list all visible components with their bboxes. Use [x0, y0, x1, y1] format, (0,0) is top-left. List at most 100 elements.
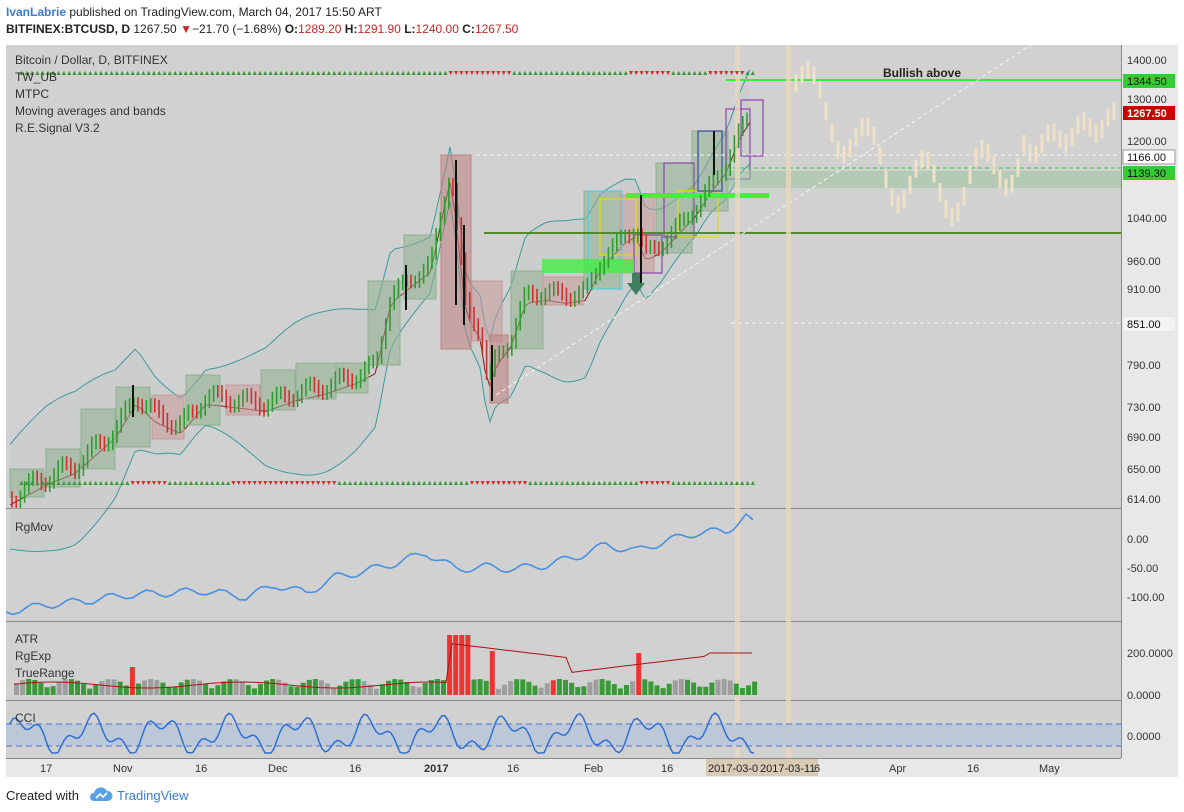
rgmov-title: RgMov [15, 520, 53, 534]
signal-marker: ▼ [294, 480, 301, 487]
signal-marker: ▲ [426, 480, 433, 487]
rgmov-pane[interactable] [6, 510, 1121, 620]
signal-marker: ▼ [151, 480, 158, 487]
chart-area[interactable]: ▲ ▲ ▲ ▲ ▲ ▲ ▲ ▲ ▲ ▲ ▲ ▲ ▲ ▲ ▲ ▲ ▲ ▲ ▲ ▲ ▲ ▲ ▲ ▲ ▲ ▲ ▲ ▲ ▲ ▲ ▲ ▲ ▲ ▲ ▲ ▲ ▲ ▲ ▲ ▲… [5, 44, 1178, 777]
signal-marker: ▲ [108, 70, 115, 77]
signal-marker: ▼ [288, 480, 295, 487]
signal-marker: ▲ [251, 70, 258, 77]
signal-marker: ▲ [272, 70, 279, 77]
signal-marker: ▲ [119, 480, 126, 487]
atr-bar [227, 679, 233, 695]
signal-marker: ▲ [580, 480, 587, 487]
tradingview-link[interactable]: TradingView [117, 788, 189, 803]
atr-bar [221, 681, 227, 695]
signal-marker: ▲ [39, 70, 46, 77]
time-label: Nov [113, 763, 133, 775]
atr-bar [239, 681, 245, 695]
signal-marker: ▼ [665, 480, 672, 487]
signal-marker: ▲ [145, 70, 152, 77]
chart-svg[interactable]: ▲▲▲▲▲▲▲▲▲▲▲▲▲▲▲▲▲▲▲▲▲▲▲▲▲▲▲▲▲▲▲▲▲▲▲▲▲▲▲▲… [5, 44, 1178, 777]
signal-marker: ▲ [400, 70, 407, 77]
signal-marker: ▲ [363, 480, 370, 487]
signal-marker: ▲ [267, 70, 274, 77]
signal-marker: ▲ [447, 480, 454, 487]
author-link[interactable]: IvanLabrie [6, 5, 67, 19]
date-tag-tail: 6 [814, 763, 820, 775]
signal-marker: ▲ [363, 70, 370, 77]
signal-marker: ▲ [559, 70, 566, 77]
signal-marker: ▼ [628, 70, 635, 77]
atr-bar [136, 683, 141, 695]
signal-marker: ▲ [400, 480, 407, 487]
rgmov-line [5, 513, 754, 616]
signal-marker: ▲ [718, 480, 725, 487]
atr-bar [203, 683, 209, 695]
signal-marker: ▼ [262, 480, 269, 487]
up-arrow-icon [627, 273, 645, 295]
signal-marker: ▲ [622, 480, 629, 487]
signal-marker: ▼ [320, 480, 327, 487]
signal-marker: ▲ [723, 480, 730, 487]
atr-bar [495, 688, 501, 695]
signal-marker: ▼ [506, 480, 513, 487]
atr-bar [245, 685, 251, 695]
signal-marker: ▲ [214, 70, 221, 77]
signal-marker: ▲ [113, 70, 120, 77]
signal-marker: ▼ [135, 480, 142, 487]
signal-marker: ▲ [416, 480, 423, 487]
signal-marker: ▲ [564, 480, 571, 487]
atr-bar [404, 682, 410, 695]
atr-bar [617, 688, 623, 695]
signal-marker: ▲ [384, 480, 391, 487]
signal-marker: ▲ [60, 480, 67, 487]
signal-marker: ▲ [585, 70, 592, 77]
atr-bar [123, 685, 129, 695]
signal-marker: ▲ [352, 70, 359, 77]
signal-marker: ▲ [92, 70, 99, 77]
signal-marker: ▲ [18, 480, 25, 487]
signal-marker: ▲ [421, 70, 428, 77]
signal-marker: ▲ [686, 70, 693, 77]
symbol-label: BITFINEX:BTCUSD, D [6, 22, 130, 36]
signal-marker: ▼ [458, 70, 465, 77]
signal-marker: ▲ [670, 70, 677, 77]
signal-marker: ▲ [580, 70, 587, 77]
signal-marker: ▼ [331, 480, 338, 487]
signal-box [80, 408, 116, 470]
signal-marker: ▲ [394, 70, 401, 77]
signal-marker: ▲ [543, 70, 550, 77]
date-tag [758, 759, 818, 776]
signal-marker: ▲ [103, 480, 110, 487]
atr-bar [453, 635, 459, 695]
time-label: 16 [661, 763, 673, 775]
atr-bar [477, 679, 483, 695]
signal-marker: ▲ [463, 480, 470, 487]
atr-bar [44, 687, 50, 695]
signal-marker: ▼ [654, 480, 661, 487]
main-pane[interactable] [6, 45, 1121, 507]
atr-bar [392, 679, 398, 695]
signal-marker: ▲ [421, 480, 428, 487]
signal-marker: ▲ [98, 70, 105, 77]
price-tag-text: 1166.00 [1127, 152, 1166, 164]
cci-tick: 0.0000 [1127, 731, 1161, 743]
atr-bar [105, 679, 111, 695]
time-label: 16 [195, 763, 207, 775]
time-axis[interactable] [6, 759, 1121, 777]
signal-marker: ▼ [325, 480, 332, 487]
signal-marker: ▲ [691, 70, 698, 77]
atr-bar [68, 679, 74, 695]
signal-box [471, 280, 503, 342]
time-label: 2017 [424, 763, 448, 775]
signal-marker: ▼ [272, 480, 279, 487]
signal-marker: ▲ [87, 480, 94, 487]
signal-marker: ▲ [734, 480, 741, 487]
atr-bar [331, 687, 337, 695]
signal-marker: ▲ [712, 480, 719, 487]
signal-marker: ▼ [506, 70, 513, 77]
signal-marker: ▲ [193, 70, 200, 77]
signal-box [403, 234, 437, 300]
signal-marker: ▲ [442, 70, 449, 77]
signal-marker: ▲ [575, 480, 582, 487]
publish-line: IvanLabrie published on TradingView.com,… [6, 5, 382, 19]
